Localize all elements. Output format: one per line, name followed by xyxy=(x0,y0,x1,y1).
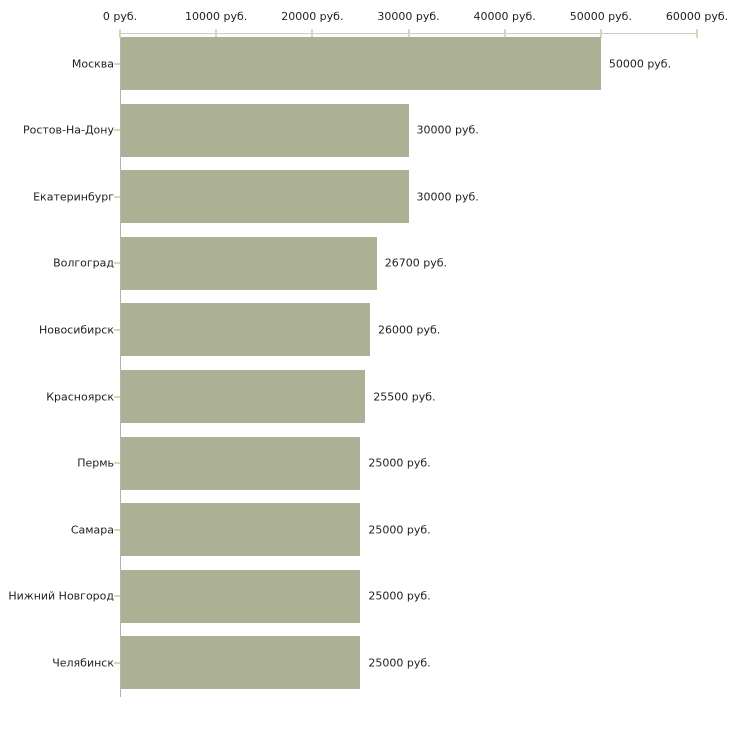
x-tick-mark xyxy=(215,29,218,38)
value-label: 25500 руб. xyxy=(373,390,436,403)
y-tick-mark xyxy=(114,595,120,598)
bar xyxy=(121,370,366,423)
x-tick-mark xyxy=(119,29,121,38)
value-label: 25000 руб. xyxy=(368,456,431,470)
category-label: Новосибирск xyxy=(38,323,114,337)
value-label: 26000 руб. xyxy=(378,323,441,337)
value-label: 25000 руб. xyxy=(368,656,431,670)
value-label: 30000 руб. xyxy=(416,123,479,137)
bar xyxy=(121,170,409,224)
category-label: Пермь xyxy=(77,456,114,470)
x-tick-mark xyxy=(696,29,698,38)
bar xyxy=(121,436,361,490)
bar xyxy=(121,103,409,157)
y-axis-line xyxy=(120,33,121,697)
category-label: Челябинск xyxy=(52,656,114,670)
x-tick-mark xyxy=(407,29,410,38)
value-label: 25000 руб. xyxy=(368,589,431,603)
x-tick-label: 40000 руб. xyxy=(473,10,536,23)
category-label: Самара xyxy=(70,523,114,537)
x-tick-label: 10000 руб. xyxy=(185,10,248,23)
y-tick-mark xyxy=(114,462,120,465)
category-label: Красноярск xyxy=(46,390,114,403)
y-tick-mark xyxy=(114,129,120,132)
value-label: 26700 руб. xyxy=(384,256,448,270)
x-tick-mark xyxy=(311,29,314,38)
category-label: Москва xyxy=(71,57,114,70)
bar xyxy=(121,569,361,623)
bar xyxy=(121,636,361,690)
x-tick-label: 0 руб. xyxy=(102,10,138,23)
y-tick-mark xyxy=(114,661,120,664)
y-tick-mark xyxy=(114,262,120,265)
bar xyxy=(121,303,371,357)
x-tick-label: 60000 руб. xyxy=(665,10,729,23)
value-label: 50000 руб. xyxy=(608,57,672,70)
y-tick-mark xyxy=(114,528,120,531)
bar xyxy=(121,236,377,290)
y-tick-mark xyxy=(114,328,120,331)
x-tick-label: 20000 руб. xyxy=(281,10,344,23)
x-tick-label: 30000 руб. xyxy=(377,10,440,23)
x-tick-label: 50000 руб. xyxy=(569,10,632,23)
value-label: 30000 руб. xyxy=(416,190,479,204)
bar xyxy=(121,503,361,557)
value-label: 25000 руб. xyxy=(368,523,431,537)
x-tick-mark xyxy=(503,29,506,38)
category-label: Екатеринбург xyxy=(33,190,114,204)
category-label: Нижний Новгород xyxy=(8,589,114,603)
y-tick-mark xyxy=(114,195,120,198)
y-tick-mark xyxy=(114,395,120,398)
y-tick-mark xyxy=(114,62,120,65)
category-label: Ростов-На-Дону xyxy=(22,123,114,137)
category-label: Волгоград xyxy=(53,256,114,270)
x-tick-mark xyxy=(599,29,602,38)
bar xyxy=(121,37,601,90)
